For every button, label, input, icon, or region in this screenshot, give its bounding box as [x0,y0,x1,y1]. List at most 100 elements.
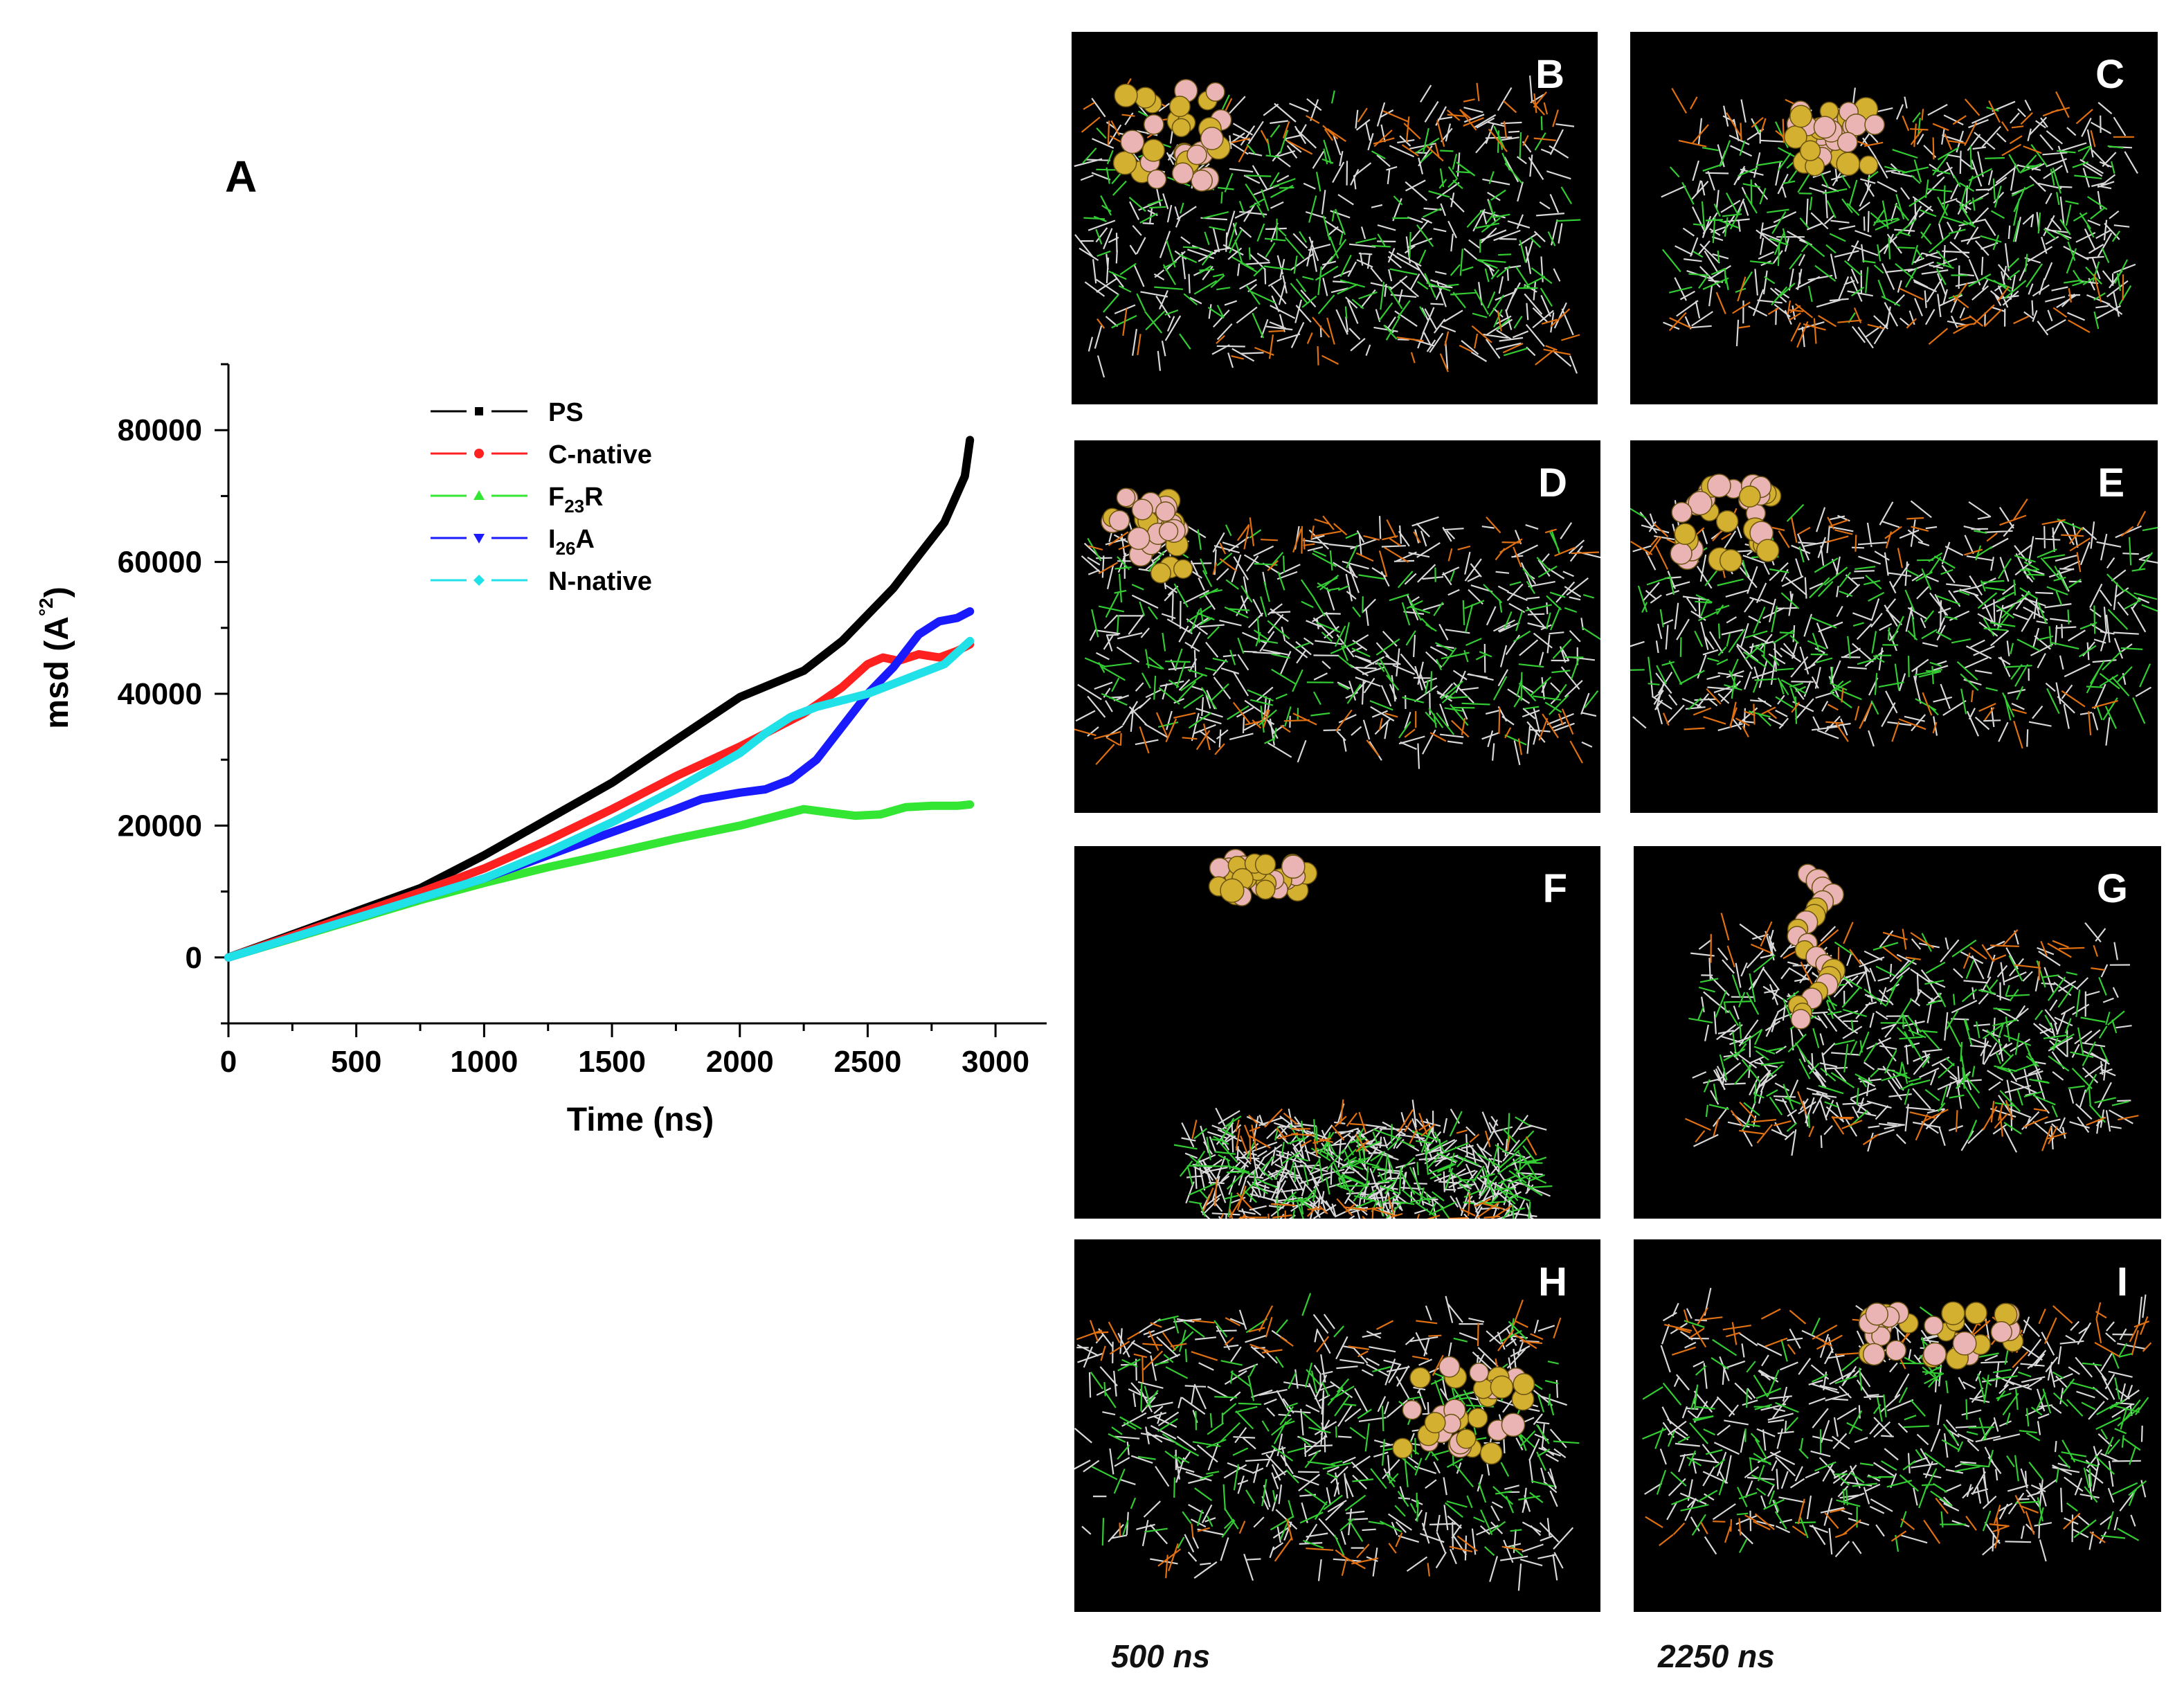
membrane-render [1685,863,2139,1156]
x-tick-label: 1500 [578,1045,646,1079]
peptide-atom [1141,138,1165,162]
peptide-atom [1173,559,1193,579]
peptide-atom [1952,1331,1977,1356]
snapshot-panel-i: I [1634,1239,2161,1612]
snapshot-panel-g: G [1634,846,2161,1219]
snapshot-label: E [2097,460,2124,505]
snapshot-label: D [1538,460,1567,505]
legend-label: N-native [548,567,652,596]
peptide-atom [1209,857,1231,879]
peptide-atom [1707,474,1731,498]
lipid-sticks-green [1642,1306,2149,1554]
legend-label-main: C-native [548,440,652,469]
peptide-atom [1158,521,1179,541]
lipid-sticks-orange [1668,87,2134,348]
peptide-atom [1941,1301,1965,1325]
x-tick-label: 3000 [962,1045,1029,1079]
peptide-atom [1738,485,1761,508]
x-tick-label: 2000 [706,1045,774,1079]
peptide-atom [1220,878,1245,903]
y-axis-label-super: °2 [35,598,57,616]
peptide-atom [1134,87,1157,109]
legend-label-sub: 26 [556,538,576,559]
peptide-atom [1116,487,1136,508]
peptide-atom [1859,155,1879,175]
peptide-atom [1715,510,1739,533]
x-axis-label: Time (ns) [567,1102,714,1138]
peptide-atom [1468,1408,1488,1428]
legend-label-tail: A [575,525,594,554]
peptide-atom [1392,1437,1414,1459]
peptide-atom [1671,501,1693,523]
legend-marker [473,575,485,586]
snapshot-panel-h: H [1074,1239,1600,1612]
peptide-atom [1168,96,1191,118]
panel-a-label: A [225,152,258,201]
lipid-sticks-green [1630,503,2158,729]
legend-marker [474,449,484,458]
y-tick-label: 0 [186,941,202,975]
legend-label-main: I [548,525,556,554]
peptide-atom [1836,132,1858,153]
y-tick-label: 80000 [118,413,202,447]
peptide-atom [1456,1428,1477,1449]
lipid-sticks-orange [1191,1099,1537,1219]
peptide-atom [1990,1321,2012,1343]
lipid-sticks-green [1173,1111,1553,1219]
series-line-c-native [224,640,975,962]
membrane-render [1074,487,1600,769]
peptide-atom [1438,1356,1461,1378]
membrane-render [1074,1293,1580,1591]
peptide-atom [1865,1302,1888,1326]
peptide-atom [1513,1373,1535,1395]
lipid-sticks-white [1075,512,1600,769]
chart-series [224,436,975,962]
snapshot-panel-d: D [1074,440,1600,813]
peptide-spheres [1101,487,1193,584]
snapshot-label: F [1542,866,1567,911]
peptide-atom [1924,1316,1944,1336]
peptide-atom [1171,162,1194,185]
legend-marker [473,534,485,544]
peptide-spheres [1392,1356,1535,1465]
peptide-atom [1799,140,1821,161]
peptide-atom [1674,523,1697,546]
x-tick-label: 2500 [833,1045,901,1079]
legend-label-sub: 23 [564,496,584,517]
peptide-atom [1862,1343,1886,1366]
peptide-atom [1146,169,1167,189]
snapshot-label: H [1538,1259,1567,1304]
peptide-atom [1402,1400,1423,1420]
peptide-atom [1191,170,1213,192]
peptide-spheres [1858,1301,2024,1370]
peptide-atom [1114,83,1138,108]
peptide-atom [1501,1412,1526,1437]
legend-label: I26A [548,525,595,559]
snapshot-panel-e: E [1630,440,2158,813]
lipid-sticks-orange [1076,1299,1562,1579]
peptide-spheres [1670,474,1782,572]
y-tick-label: 20000 [118,809,202,843]
x-tick-label: 500 [331,1045,381,1079]
peptide-atom [1480,1442,1503,1465]
peptide-atom [1112,150,1137,175]
peptide-atom [1150,562,1171,584]
legend-marker [473,490,485,500]
peptide-spheres [1787,863,1845,1030]
peptide-atom [1120,129,1145,154]
peptide-atom [1836,152,1861,177]
legend-label: C-native [548,440,652,469]
peptide-atom [1922,1342,1947,1366]
peptide-atom [1864,114,1885,135]
time-label-2250ns: 2250 ns [1658,1638,1775,1674]
snapshot-panel-f: F [1074,846,1600,1219]
peptide-atom [1670,542,1693,565]
peptide-atom [1186,144,1207,165]
lipid-sticks-green [1084,524,1600,746]
snapshot-label: I [2116,1259,2128,1304]
lipid-sticks-orange [1081,78,1580,373]
peptide-atom [1108,510,1130,532]
peptide-atom [1171,118,1191,138]
peptide-atom [1965,1302,1987,1325]
peptide-atom [1281,854,1306,879]
